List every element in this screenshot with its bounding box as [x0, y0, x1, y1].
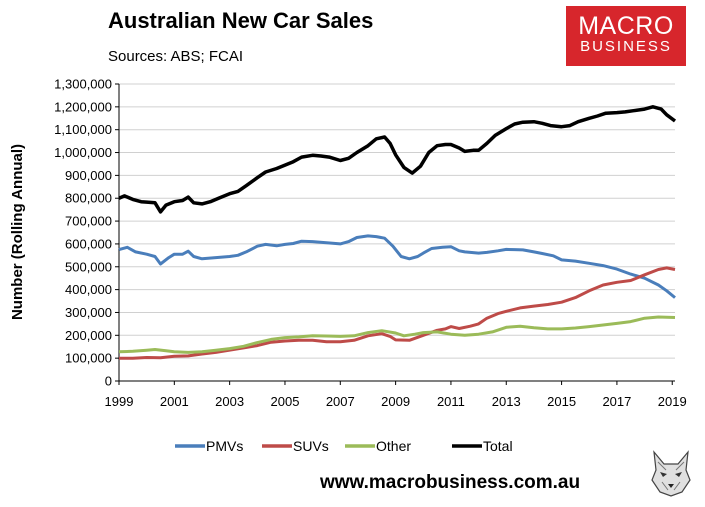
y-tick-label: 700,000	[65, 214, 112, 229]
legend-label-other: Other	[376, 438, 411, 454]
x-tick-label: 2019	[658, 394, 687, 409]
logo-text-line2: BUSINESS	[580, 38, 672, 55]
legend-label-suvs: SUVs	[293, 438, 329, 454]
axes	[118, 84, 675, 382]
y-tick-labels: 0 100,000 200,000 300,000 400,000 500,000 600,…	[54, 77, 119, 389]
y-tick-label: 600,000	[65, 236, 112, 251]
chart-title: Australian New Car Sales	[108, 8, 374, 33]
y-tick-label: 0	[105, 374, 112, 389]
series-line-suvs	[119, 266, 676, 360]
x-tick-labels: 1999 2001 2003 2005 2007 2009 2011 2013 2015 2017…	[105, 381, 687, 409]
x-tick-label: 2011	[437, 394, 465, 409]
x-tick-label: 2007	[326, 394, 355, 409]
y-tick-label: 800,000	[65, 191, 112, 206]
y-tick-label: 1,300,000	[54, 77, 112, 92]
x-tick-label: 2009	[381, 394, 410, 409]
y-axis-title: Number (Rolling Annual)	[9, 144, 26, 320]
legend-label-pmvs: PMVs	[206, 438, 243, 454]
y-tick-label: 100,000	[65, 351, 112, 366]
x-tick-label: 2013	[492, 394, 521, 409]
line-chart: 0 100,000 200,000 300,000 400,000 500,000 600,…	[9, 77, 687, 455]
series-lines	[118, 105, 677, 360]
wolf-mascot-icon	[651, 450, 691, 497]
legend-label-total: Total	[483, 438, 513, 454]
x-tick-label: 2017	[602, 394, 631, 409]
y-tick-label: 500,000	[65, 259, 112, 274]
website-url: www.macrobusiness.com.au	[320, 472, 581, 493]
logo-text-line1: MACRO	[578, 12, 674, 40]
macrobusiness-logo: MACRO BUSINESS	[566, 6, 686, 66]
x-tick-label: 2015	[547, 394, 576, 409]
y-tick-label: 200,000	[65, 328, 112, 343]
series-line-total	[118, 105, 677, 214]
gridlines	[119, 83, 675, 359]
y-tick-label: 1,100,000	[54, 122, 112, 137]
legend: PMVs SUVs Other Total	[175, 438, 513, 454]
x-tick-label: 2001	[160, 394, 189, 409]
y-tick-label: 900,000	[65, 168, 112, 183]
series-line-other	[118, 315, 676, 354]
y-tick-label: 400,000	[65, 282, 112, 297]
x-tick-label: 1999	[105, 394, 134, 409]
series-line-pmvs	[118, 234, 676, 299]
y-tick-label: 300,000	[65, 305, 112, 320]
y-tick-label: 1,200,000	[54, 99, 112, 114]
x-tick-label: 2003	[215, 394, 244, 409]
chart-sources: Sources: ABS; FCAI	[108, 48, 244, 65]
y-tick-label: 1,000,000	[54, 145, 112, 160]
x-tick-label: 2005	[271, 394, 300, 409]
